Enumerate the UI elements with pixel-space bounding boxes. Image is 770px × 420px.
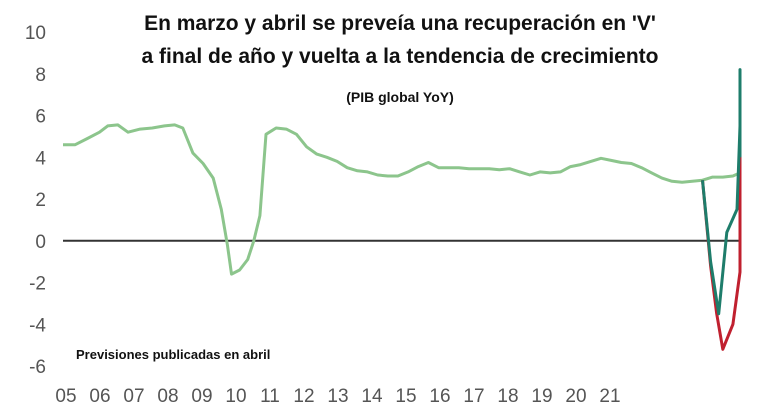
y-tick-label: -4: [29, 315, 46, 336]
x-tick-label: 19: [531, 386, 552, 407]
y-tick-label: 0: [35, 232, 46, 253]
x-tick-label: 12: [293, 386, 314, 407]
x-tick-label: 14: [361, 386, 383, 407]
series-line: [701, 68, 742, 316]
y-tick-label: 2: [35, 190, 46, 211]
x-tick-label: 08: [157, 386, 178, 407]
x-tick-label: 09: [191, 386, 212, 407]
chart-subtitle: (PIB global YoY): [346, 89, 454, 105]
series-line: [63, 123, 742, 276]
y-tick-label: 10: [25, 23, 46, 44]
x-tick-label: 15: [395, 386, 416, 407]
x-tick-label: 05: [55, 386, 76, 407]
x-axis: 05 06 07 08 09 10 11 12 13 14 15 16 17 18 19 20 21: [55, 386, 620, 407]
x-tick-label: 10: [225, 386, 246, 407]
x-tick-label: 18: [497, 386, 518, 407]
x-tick-label: 20: [565, 386, 586, 407]
y-tick-label: -2: [29, 274, 46, 295]
x-tick-label: 13: [327, 386, 348, 407]
y-tick-label: -6: [29, 357, 46, 378]
x-tick-label: 21: [599, 386, 620, 407]
x-tick-label: 16: [429, 386, 450, 407]
y-tick-label: 8: [35, 65, 46, 86]
x-tick-label: 17: [463, 386, 484, 407]
y-tick-label: 6: [35, 107, 46, 128]
x-tick-label: 07: [123, 386, 144, 407]
chart-annotation: Previsiones publicadas en abril: [76, 347, 271, 362]
chart-title-line-2: a final de año y vuelta a la tendencia d…: [141, 45, 659, 68]
x-tick-label: 06: [89, 386, 110, 407]
chart-title: En marzo y abril se preveía una recupera…: [144, 12, 656, 35]
x-tick-label: 11: [260, 386, 280, 407]
y-tick-label: 4: [35, 148, 46, 169]
series-lines: [63, 68, 742, 351]
y-axis: -6 -4 -2 0 2 4 6 8 10: [25, 23, 47, 378]
